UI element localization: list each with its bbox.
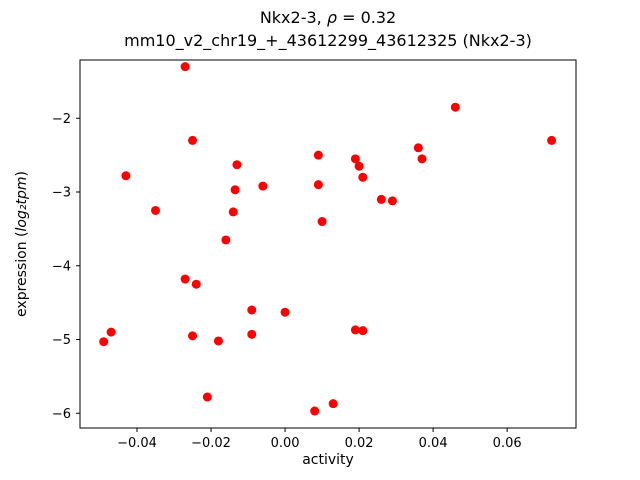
data-point xyxy=(310,406,320,416)
data-point xyxy=(99,337,109,347)
rho-value: = 0.32 xyxy=(336,8,397,27)
data-point xyxy=(417,154,427,164)
data-point xyxy=(450,102,460,112)
data-point xyxy=(354,161,364,171)
data-point xyxy=(191,279,201,289)
data-point xyxy=(221,235,231,245)
y-axis-label: expression (log₂tpm) xyxy=(14,171,30,317)
y-tick-label: −5 xyxy=(52,333,71,348)
y-tick-label: −4 xyxy=(52,259,71,274)
plot-title: Nkx2-3, ρ = 0.32 xyxy=(80,8,576,27)
x-tick-label: 0.00 xyxy=(271,436,300,451)
x-tick-label: 0.06 xyxy=(493,436,522,451)
y-axis-label-math: log₂tpm xyxy=(14,176,30,232)
y-axis-label-prefix: expression ( xyxy=(14,231,30,317)
data-point xyxy=(413,143,423,153)
data-point xyxy=(387,196,397,206)
data-point xyxy=(376,194,386,204)
x-tick-label: −0.02 xyxy=(191,436,231,451)
title-gene: Nkx2-3, xyxy=(259,8,327,27)
data-point xyxy=(547,135,557,145)
data-point xyxy=(188,135,198,145)
data-point xyxy=(180,274,190,284)
data-point xyxy=(358,326,368,336)
data-point xyxy=(202,392,212,402)
data-point xyxy=(350,325,360,335)
plot-border xyxy=(79,59,577,429)
data-point xyxy=(180,62,190,72)
data-point xyxy=(313,180,323,190)
data-point xyxy=(247,305,257,315)
x-tick-label: 0.04 xyxy=(419,436,448,451)
data-point xyxy=(317,217,327,227)
data-point xyxy=(280,307,290,317)
y-tick-label: −6 xyxy=(52,407,71,422)
data-point xyxy=(247,329,257,339)
data-point xyxy=(228,207,238,217)
plot-subtitle: mm10_v2_chr19_+_43612299_43612325 (Nkx2-… xyxy=(124,31,532,50)
data-point xyxy=(350,154,360,164)
data-point xyxy=(313,150,323,160)
data-point xyxy=(106,327,116,337)
data-point xyxy=(258,181,268,191)
x-tick-label: 0.02 xyxy=(345,436,374,451)
data-point xyxy=(358,172,368,182)
data-point xyxy=(121,171,131,181)
data-point xyxy=(328,399,338,409)
y-tick-label: −3 xyxy=(52,186,71,201)
x-tick-label: −0.04 xyxy=(117,436,157,451)
data-point xyxy=(188,331,198,341)
data-point xyxy=(213,336,223,346)
data-point xyxy=(232,160,242,170)
y-axis-label-suffix: ) xyxy=(14,171,30,177)
x-axis-label: activity xyxy=(302,452,354,468)
rho-symbol: ρ xyxy=(326,8,337,27)
data-point xyxy=(230,185,240,195)
y-tick-label: −2 xyxy=(52,112,71,127)
data-point xyxy=(151,205,161,215)
